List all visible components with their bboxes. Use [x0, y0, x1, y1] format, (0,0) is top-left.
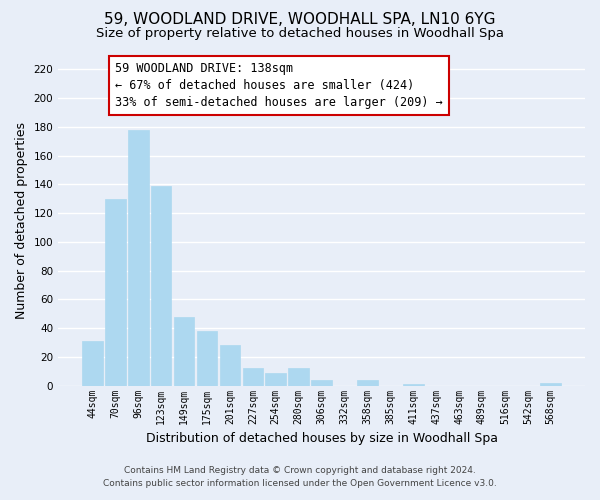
- Bar: [265, 372, 286, 386]
- Bar: [174, 316, 194, 386]
- Bar: [82, 341, 103, 386]
- Bar: [357, 380, 378, 386]
- Bar: [289, 368, 309, 386]
- Text: 59, WOODLAND DRIVE, WOODHALL SPA, LN10 6YG: 59, WOODLAND DRIVE, WOODHALL SPA, LN10 6…: [104, 12, 496, 28]
- Text: 59 WOODLAND DRIVE: 138sqm
← 67% of detached houses are smaller (424)
33% of semi: 59 WOODLAND DRIVE: 138sqm ← 67% of detac…: [115, 62, 443, 109]
- Text: Size of property relative to detached houses in Woodhall Spa: Size of property relative to detached ho…: [96, 28, 504, 40]
- Bar: [242, 368, 263, 386]
- Bar: [541, 383, 561, 386]
- Y-axis label: Number of detached properties: Number of detached properties: [15, 122, 28, 319]
- Bar: [128, 130, 149, 386]
- Text: Contains HM Land Registry data © Crown copyright and database right 2024.
Contai: Contains HM Land Registry data © Crown c…: [103, 466, 497, 487]
- Bar: [403, 384, 424, 386]
- X-axis label: Distribution of detached houses by size in Woodhall Spa: Distribution of detached houses by size …: [146, 432, 497, 445]
- Bar: [197, 331, 217, 386]
- Bar: [105, 199, 125, 386]
- Bar: [220, 346, 240, 386]
- Bar: [311, 380, 332, 386]
- Bar: [151, 186, 172, 386]
